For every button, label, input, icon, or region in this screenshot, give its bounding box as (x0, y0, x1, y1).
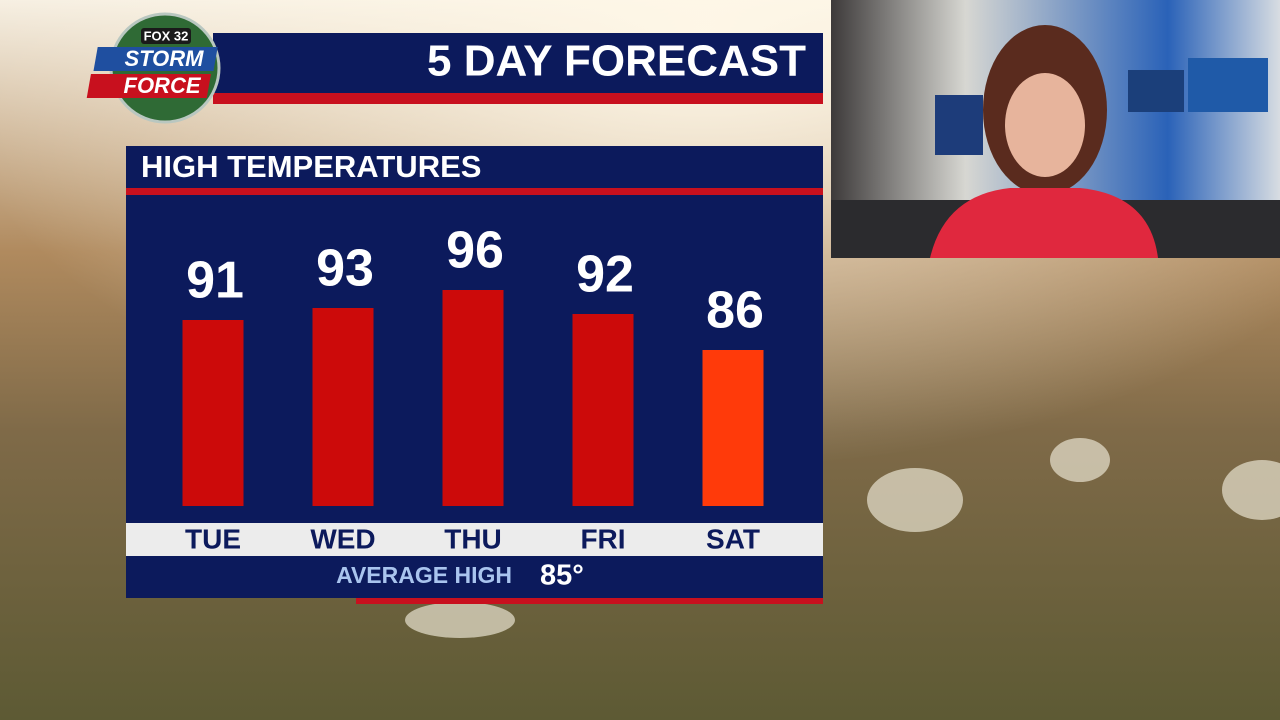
average-stripe (356, 598, 823, 604)
value-label: 91 (186, 252, 244, 310)
logo-network: FOX 32 (144, 28, 189, 43)
value-label: 96 (446, 222, 504, 280)
plot: TUE 91 WED 93 THU 96 FRI 92 SAT 86 (182, 222, 764, 554)
video-inset (831, 0, 1280, 258)
logo: FOX 32 STORM FORCE (86, 12, 221, 124)
logo-line: STORM (124, 46, 204, 71)
bar (572, 314, 634, 506)
flowers (405, 438, 1280, 638)
value-label: 86 (706, 282, 764, 340)
x-tick-label: THU (444, 523, 502, 554)
title: 5 DAY FORECAST (427, 37, 806, 86)
value-label: 93 (316, 240, 374, 298)
x-tick-label: TUE (185, 523, 241, 554)
title-stripe (213, 93, 823, 104)
average-label: AVERAGE HIGH (336, 562, 512, 588)
bar (312, 308, 374, 506)
chart-subtitle: HIGH TEMPERATURES (141, 149, 481, 184)
x-tick-label: SAT (706, 523, 760, 554)
title-bar (213, 33, 823, 93)
logo-line: FORCE (124, 73, 202, 98)
value-label: 92 (576, 246, 634, 304)
average-value: 85° (540, 560, 584, 592)
panel-stripe (126, 188, 823, 195)
bar (182, 320, 244, 506)
x-tick-label: WED (310, 523, 375, 554)
category-strip (126, 523, 823, 556)
bar (702, 350, 764, 506)
x-tick-label: FRI (580, 523, 625, 554)
bar (442, 290, 504, 506)
